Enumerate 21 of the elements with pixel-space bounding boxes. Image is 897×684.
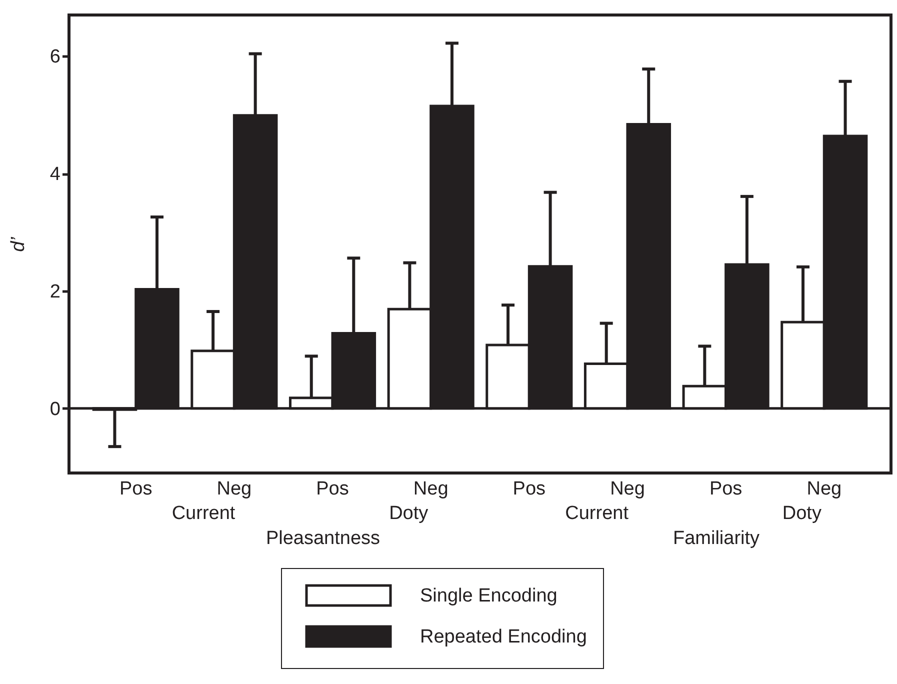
x-tick-label: Pos xyxy=(316,478,349,500)
text: Doty xyxy=(389,503,429,524)
y-tick-label: 2 xyxy=(50,281,60,302)
x-tick-label: Pos xyxy=(119,478,152,500)
text: Doty xyxy=(782,503,822,524)
x-tick-label: Pos xyxy=(512,478,546,500)
x-tick-label: Neg xyxy=(806,478,842,500)
x-tick-label: Pos xyxy=(709,478,742,500)
text: Familiarity xyxy=(672,528,760,549)
y-axis-title: d’ xyxy=(8,236,29,252)
x-tick-label: Neg xyxy=(216,478,252,500)
y-tick-label: 0 xyxy=(50,398,60,420)
legend-label: Repeated Encoding xyxy=(420,626,587,648)
text: Current xyxy=(172,503,236,524)
x-tick-label: Neg xyxy=(413,478,448,500)
y-tick-label: 6 xyxy=(50,46,60,68)
x-tick-label: Neg xyxy=(610,478,645,500)
text: Pleasantness xyxy=(266,528,380,549)
y-tick-label: 4 xyxy=(50,164,61,186)
text: Current xyxy=(565,503,630,524)
legend-label: Single Encoding xyxy=(420,586,558,606)
